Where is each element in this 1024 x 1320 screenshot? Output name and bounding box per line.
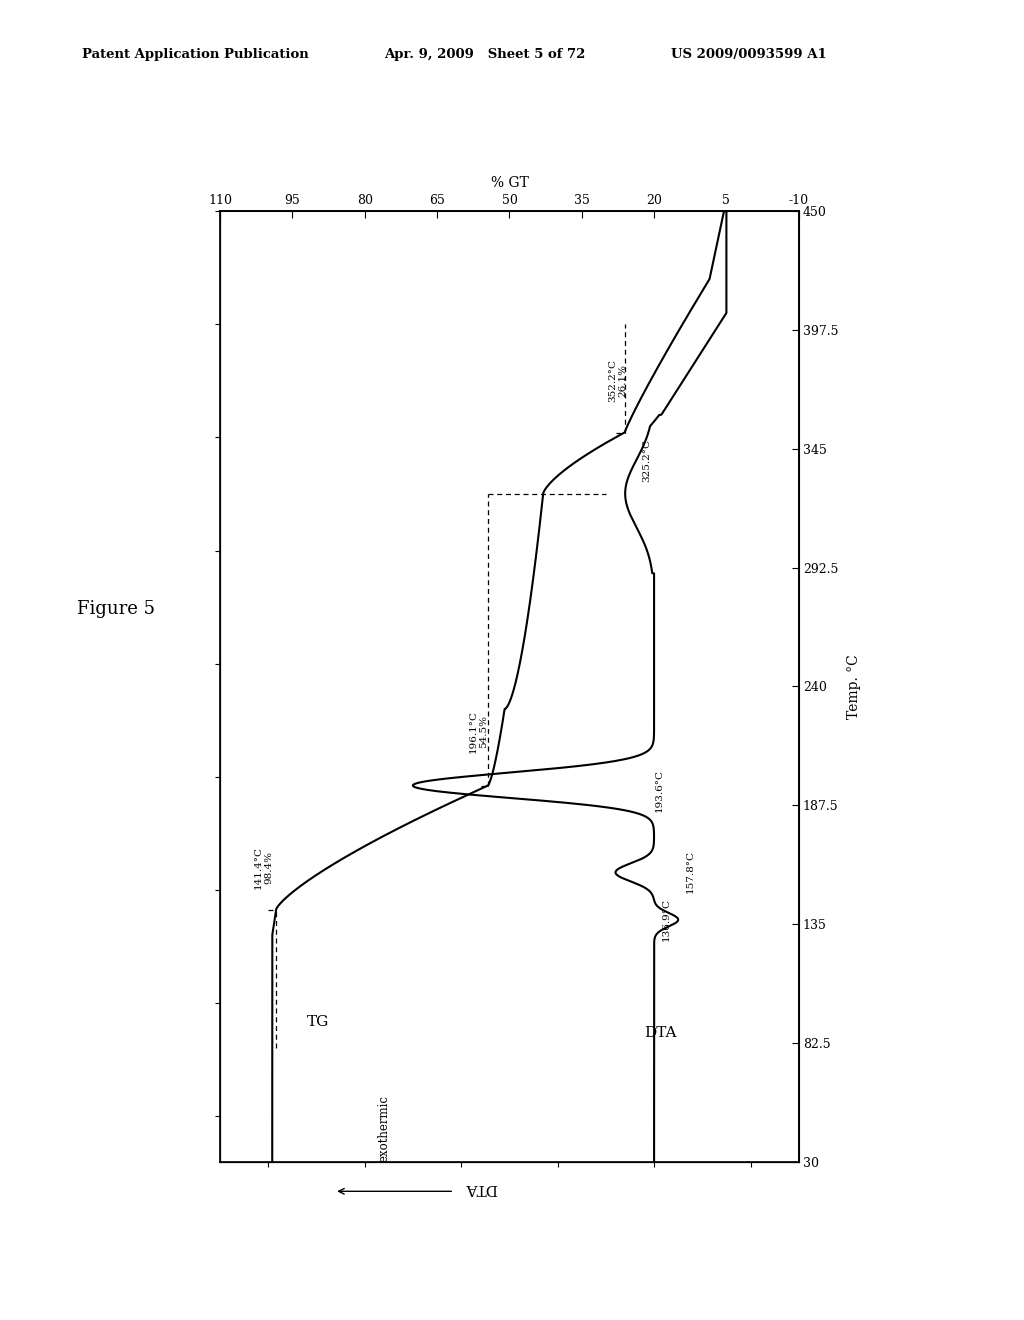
Text: 196.1°C
54.5%: 196.1°C 54.5%	[468, 710, 487, 754]
Text: Figure 5: Figure 5	[77, 599, 155, 618]
Text: 325.2°C: 325.2°C	[642, 438, 651, 482]
Text: Patent Application Publication: Patent Application Publication	[82, 48, 308, 61]
Text: exothermic: exothermic	[378, 1094, 390, 1162]
X-axis label: % GT: % GT	[490, 176, 528, 190]
Text: TG: TG	[307, 1015, 330, 1028]
Text: DTA: DTA	[644, 1026, 677, 1040]
Text: 157.8°C: 157.8°C	[686, 850, 694, 894]
Text: DTA: DTA	[465, 1181, 498, 1195]
Text: 141.4°C
98.4%: 141.4°C 98.4%	[254, 846, 273, 888]
Text: 193.6°C: 193.6°C	[654, 770, 664, 812]
Text: US 2009/0093599 A1: US 2009/0093599 A1	[671, 48, 826, 61]
Text: Apr. 9, 2009   Sheet 5 of 72: Apr. 9, 2009 Sheet 5 of 72	[384, 48, 586, 61]
Text: 136.9°C: 136.9°C	[662, 898, 671, 941]
Text: 352.2°C
26.1%: 352.2°C 26.1%	[608, 359, 628, 403]
Y-axis label: Temp. °C: Temp. °C	[847, 653, 861, 719]
